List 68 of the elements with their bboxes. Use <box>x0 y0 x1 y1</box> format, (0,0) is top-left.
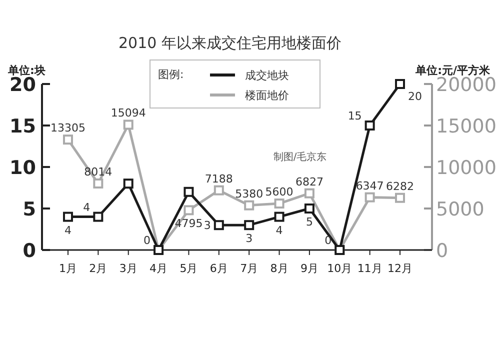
point <box>93 212 104 222</box>
x-tick-label: 6月 <box>210 262 228 275</box>
x-tick-label: 12月 <box>388 262 412 275</box>
data-label: 4 <box>276 224 283 237</box>
point <box>395 192 405 203</box>
y2-tick-label: 10000 <box>436 157 496 179</box>
data-label: 13305 <box>50 122 86 135</box>
data-label: 8014 <box>84 165 112 178</box>
x-tick-label: 7月 <box>240 262 258 275</box>
data-label: 4 <box>64 224 72 237</box>
data-label: 6827 <box>295 175 324 188</box>
y2-tick-label: 0 <box>436 240 448 262</box>
legend-label: 成交地块 <box>245 69 289 82</box>
point <box>304 188 314 198</box>
point <box>123 120 134 130</box>
point <box>93 178 104 188</box>
point <box>395 79 405 89</box>
data-label: 5380 <box>235 187 264 200</box>
data-label: 3 <box>246 232 253 246</box>
legend-label: 楼面地价 <box>245 89 289 102</box>
point <box>304 204 314 214</box>
x-tick-label: 4月 <box>150 262 168 275</box>
point <box>184 205 194 216</box>
point <box>274 198 284 209</box>
point <box>364 192 375 202</box>
data-label: 5600 <box>265 186 294 199</box>
data-label: 15 <box>348 110 362 122</box>
point <box>214 220 224 230</box>
y-tick-label: 5 <box>22 198 36 220</box>
data-label: 6282 <box>386 180 414 193</box>
point <box>63 212 73 222</box>
x-tick-label: 9月 <box>300 262 318 275</box>
y2-tick-label: 20000 <box>436 74 496 96</box>
y2-tick-label: 5000 <box>436 198 484 220</box>
x-tick-label: 3月 <box>119 262 138 275</box>
point <box>63 134 73 145</box>
data-label: 3 <box>204 219 211 232</box>
x-tick-label: 5月 <box>180 262 198 275</box>
x-tick-label: 10月 <box>327 262 352 275</box>
point <box>123 178 134 189</box>
point <box>364 120 375 130</box>
y2-axis-title: 单位:元/平方米 <box>414 64 491 77</box>
x-tick-label: 1月 <box>59 262 77 275</box>
data-label: 0 <box>144 234 151 247</box>
legend-title: 图例: <box>158 68 184 81</box>
y-tick-label: 0 <box>22 240 36 262</box>
y-tick-label: 10 <box>10 157 36 179</box>
data-label: 20 <box>408 90 422 103</box>
chart-title: 2010 年以来成交住宅用地楼面价 <box>118 34 342 52</box>
data-label: 15094 <box>110 106 146 120</box>
x-tick-label: 8月 <box>270 262 288 275</box>
annotation: 制图/毛京东 <box>273 151 327 163</box>
point <box>214 185 224 196</box>
point <box>244 200 254 210</box>
data-label: 4795 <box>174 217 203 230</box>
y-tick-label: 15 <box>10 116 36 138</box>
data-label: 0 <box>324 234 332 247</box>
data-label: 4 <box>83 200 90 214</box>
x-tick-label: 2月 <box>89 262 108 275</box>
point <box>244 220 254 230</box>
y-axis-title: 单位:块 <box>7 64 46 77</box>
y2-tick-label: 15000 <box>436 116 496 138</box>
point <box>274 212 284 222</box>
data-label: 5 <box>306 216 313 228</box>
x-tick-label: 11月 <box>357 262 382 275</box>
data-label: 7188 <box>204 172 233 186</box>
data-label: 6347 <box>356 179 384 192</box>
point <box>184 186 194 197</box>
